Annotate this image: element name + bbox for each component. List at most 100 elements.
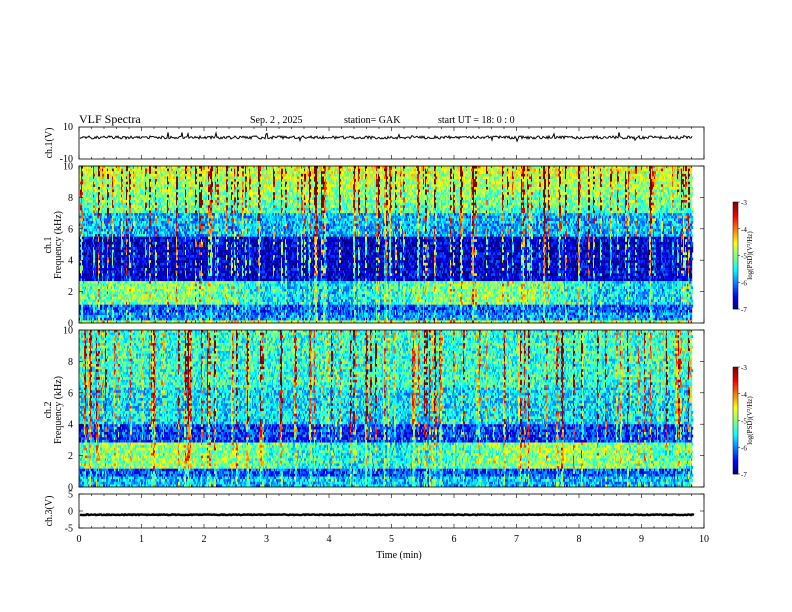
spectrogram-cell bbox=[212, 171, 214, 174]
spectrogram-cell bbox=[406, 169, 408, 172]
spectrogram-cell bbox=[308, 166, 310, 169]
spectrogram-cell bbox=[632, 176, 634, 179]
spectrogram-cell bbox=[474, 174, 476, 177]
spectrogram-cell bbox=[108, 182, 110, 185]
spectrogram-cell bbox=[650, 179, 652, 182]
spectrogram-cell bbox=[116, 182, 118, 185]
spectrogram-cell bbox=[647, 174, 649, 177]
spectrogram-cell bbox=[379, 174, 381, 177]
spectrogram-cell bbox=[268, 166, 270, 169]
spectrogram-cell bbox=[157, 174, 159, 177]
spectrogram-cell bbox=[296, 171, 298, 174]
spectrogram-cell bbox=[386, 176, 388, 179]
spectrogram-cell bbox=[251, 176, 253, 179]
spectrogram-cell bbox=[646, 166, 648, 169]
spectrogram-cell bbox=[383, 174, 385, 177]
spectrogram-cell bbox=[120, 166, 122, 169]
spectrogram-cell bbox=[686, 174, 688, 177]
spectrogram-cell bbox=[641, 174, 643, 177]
spectrogram-cell bbox=[623, 176, 625, 179]
spectrogram-cell bbox=[93, 174, 95, 177]
spectrogram-cell bbox=[461, 171, 463, 174]
spectrogram-cell bbox=[106, 166, 108, 169]
spectrogram-cell bbox=[256, 174, 258, 177]
spectrogram-cell bbox=[339, 166, 341, 169]
spectrogram-cell bbox=[259, 169, 261, 172]
spectrogram-cell bbox=[475, 171, 477, 174]
ch1-waveform-panel: 10 -10 ch.1(V) bbox=[44, 122, 704, 165]
spectrogram-cell bbox=[300, 171, 302, 174]
spectrogram-cell bbox=[222, 179, 224, 182]
spectrogram-cell bbox=[506, 166, 508, 169]
spectrogram-cell bbox=[117, 174, 119, 177]
spectrogram-cell bbox=[88, 169, 90, 172]
spectrogram-cell bbox=[205, 169, 207, 172]
spectrogram-cell bbox=[321, 176, 323, 179]
spectrogram-cell bbox=[210, 176, 212, 179]
spectrogram-cell bbox=[482, 174, 484, 177]
spectrogram-cell bbox=[285, 182, 287, 185]
spectrogram-cell bbox=[313, 174, 315, 177]
spectrogram-cell bbox=[643, 176, 645, 179]
spectrogram-cell bbox=[244, 174, 246, 177]
spectrogram-cell bbox=[528, 174, 530, 177]
spectrogram-cell bbox=[538, 179, 540, 182]
spectrogram-cell bbox=[662, 171, 664, 174]
spectrogram-cell bbox=[202, 179, 204, 182]
spectrogram-cell bbox=[470, 176, 472, 179]
spectrogram-cell bbox=[612, 174, 614, 177]
spectrogram-cell bbox=[355, 176, 357, 179]
spectrogram-cell bbox=[126, 182, 128, 185]
spectrogram-cell bbox=[365, 174, 367, 177]
spectrogram-cell bbox=[456, 171, 458, 174]
spectrogram-cell bbox=[96, 169, 98, 172]
spectrogram-cell bbox=[327, 171, 329, 174]
spectrogram-cell bbox=[433, 176, 435, 179]
spectrogram-cell bbox=[398, 182, 400, 185]
spectrogram-cell bbox=[99, 176, 101, 179]
spectrogram-cell bbox=[158, 166, 160, 169]
spectrogram-cell bbox=[228, 174, 230, 177]
spectrogram-cell bbox=[306, 182, 308, 185]
spectrogram-cell bbox=[329, 174, 331, 177]
spectrogram-cell bbox=[426, 174, 428, 177]
spectrogram-cell bbox=[230, 171, 232, 174]
spectrogram-cell bbox=[327, 182, 329, 185]
spectrogram-cell bbox=[166, 174, 168, 177]
spectrogram-cell bbox=[85, 174, 87, 177]
spectrogram-cell bbox=[674, 179, 676, 182]
spectrogram-cell bbox=[463, 176, 465, 179]
spectrogram-cell bbox=[689, 176, 691, 179]
spectrogram-cell bbox=[609, 171, 611, 174]
spectrogram-cell bbox=[282, 166, 284, 169]
spectrogram-cell bbox=[488, 171, 490, 174]
spectrogram-cell bbox=[402, 171, 404, 174]
spectrogram-cell bbox=[422, 171, 424, 174]
spectrogram-cell bbox=[252, 169, 254, 172]
spectrogram-cell bbox=[575, 166, 577, 169]
spectrogram-cell bbox=[442, 166, 444, 169]
spectrogram-cell bbox=[139, 166, 141, 169]
spectrogram-cell bbox=[307, 171, 309, 174]
spectrogram-cell bbox=[260, 171, 262, 174]
spectrogram-cell bbox=[312, 171, 314, 174]
spectrogram-cell bbox=[440, 176, 442, 179]
spectrogram-cell bbox=[366, 171, 368, 174]
spectrogram-cell bbox=[590, 179, 592, 182]
spectrogram-cell bbox=[664, 171, 666, 174]
spectrogram-cell bbox=[305, 169, 307, 172]
spectrogram-cell bbox=[473, 166, 475, 169]
spectrogram-cell bbox=[448, 174, 450, 177]
spectrogram-cell bbox=[668, 179, 670, 182]
spectrogram-cell bbox=[296, 179, 298, 182]
spectrogram-cell bbox=[163, 166, 165, 169]
ch1-ylabel: ch.1(V) bbox=[44, 128, 55, 159]
spectrogram-cell bbox=[457, 166, 459, 169]
spectrogram-cell bbox=[388, 176, 390, 179]
spectrogram-cell bbox=[137, 182, 139, 185]
spectrogram-cell bbox=[255, 171, 257, 174]
spectrogram-cell bbox=[613, 169, 615, 172]
spectrogram-cell bbox=[415, 176, 417, 179]
spectrogram-cell bbox=[391, 174, 393, 177]
spectrogram-cell bbox=[267, 176, 269, 179]
